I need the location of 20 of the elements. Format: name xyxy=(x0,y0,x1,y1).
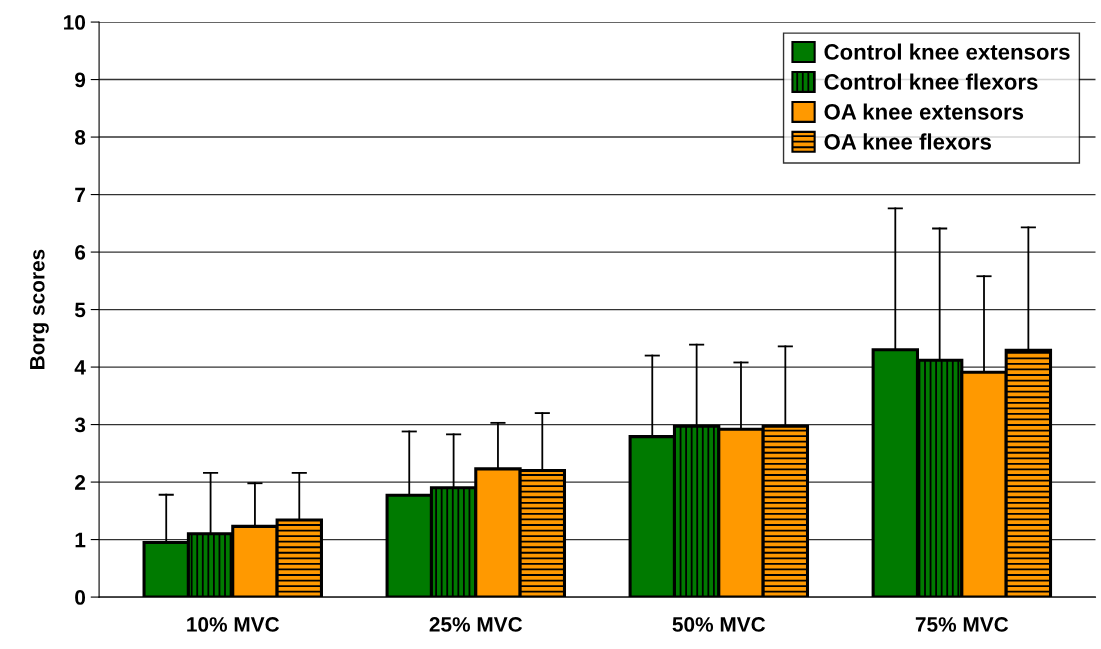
legend-label: OA knee flexors xyxy=(824,133,992,150)
y-axis-title: Borg scores xyxy=(30,249,49,369)
y-tick-label: 0 xyxy=(75,590,86,605)
y-tick-label: 6 xyxy=(75,245,86,260)
y-tick-label: 9 xyxy=(75,72,86,88)
y-tick-label: 8 xyxy=(74,130,86,145)
y-tick-label: 4 xyxy=(74,360,86,375)
y-tick-label: 10 xyxy=(64,15,86,30)
y-tick-label: 1 xyxy=(75,532,86,548)
y-tick-label: 3 xyxy=(74,417,86,433)
legend-label: Control knee flexors xyxy=(824,73,1038,90)
legend-label: OA knee extensors xyxy=(824,103,1024,120)
x-tick-label: 25% MVC xyxy=(429,617,523,632)
y-tick-label: 2 xyxy=(75,475,86,490)
x-tick-label: 75% MVC xyxy=(915,617,1009,632)
y-tick-label: 7 xyxy=(75,187,85,203)
y-tick-label: 5 xyxy=(74,302,86,318)
x-tick-label: 10% MVC xyxy=(187,617,280,632)
legend-label: Control knee extensors xyxy=(824,43,1070,60)
x-tick-label: 50% MVC xyxy=(672,617,766,632)
